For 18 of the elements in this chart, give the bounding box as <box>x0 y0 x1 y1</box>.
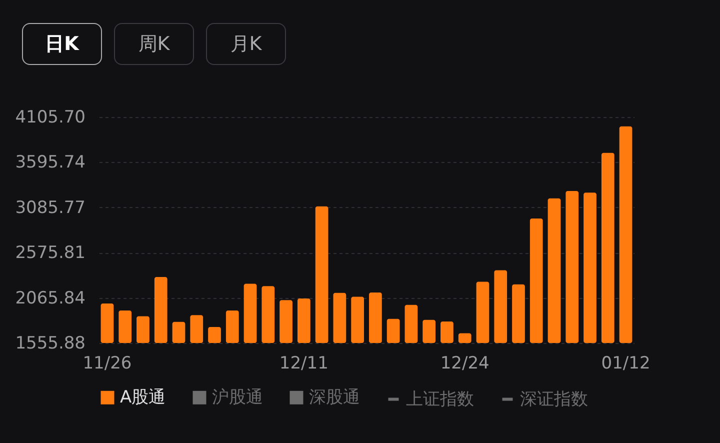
text: 日K <box>22 23 102 65</box>
legend-label: 深证指数 <box>520 389 588 410</box>
y-tick-label: 2065.84 <box>15 288 86 308</box>
y-tick-label: 3595.74 <box>15 152 86 173</box>
y-tick-label: 2575.81 <box>15 243 86 264</box>
x-tick-label: 11/26 <box>82 354 132 374</box>
legend-label: A股通 <box>120 388 166 408</box>
text: 月K <box>206 23 286 65</box>
y-tick-label: 1555.88 <box>15 334 86 354</box>
y-tick-label: 4105.70 <box>15 108 86 128</box>
x-tick-label: 12/11 <box>279 354 328 374</box>
text: 周K <box>114 23 194 65</box>
legend-label: 上证指数 <box>406 389 474 410</box>
x-tick-label: 01/12 <box>601 354 650 374</box>
legend-label: 沪股通 <box>212 388 263 408</box>
x-tick-label: 12/24 <box>440 354 490 374</box>
y-tick-label: 3085.77 <box>15 198 86 218</box>
legend-label: 深股通 <box>309 388 360 408</box>
